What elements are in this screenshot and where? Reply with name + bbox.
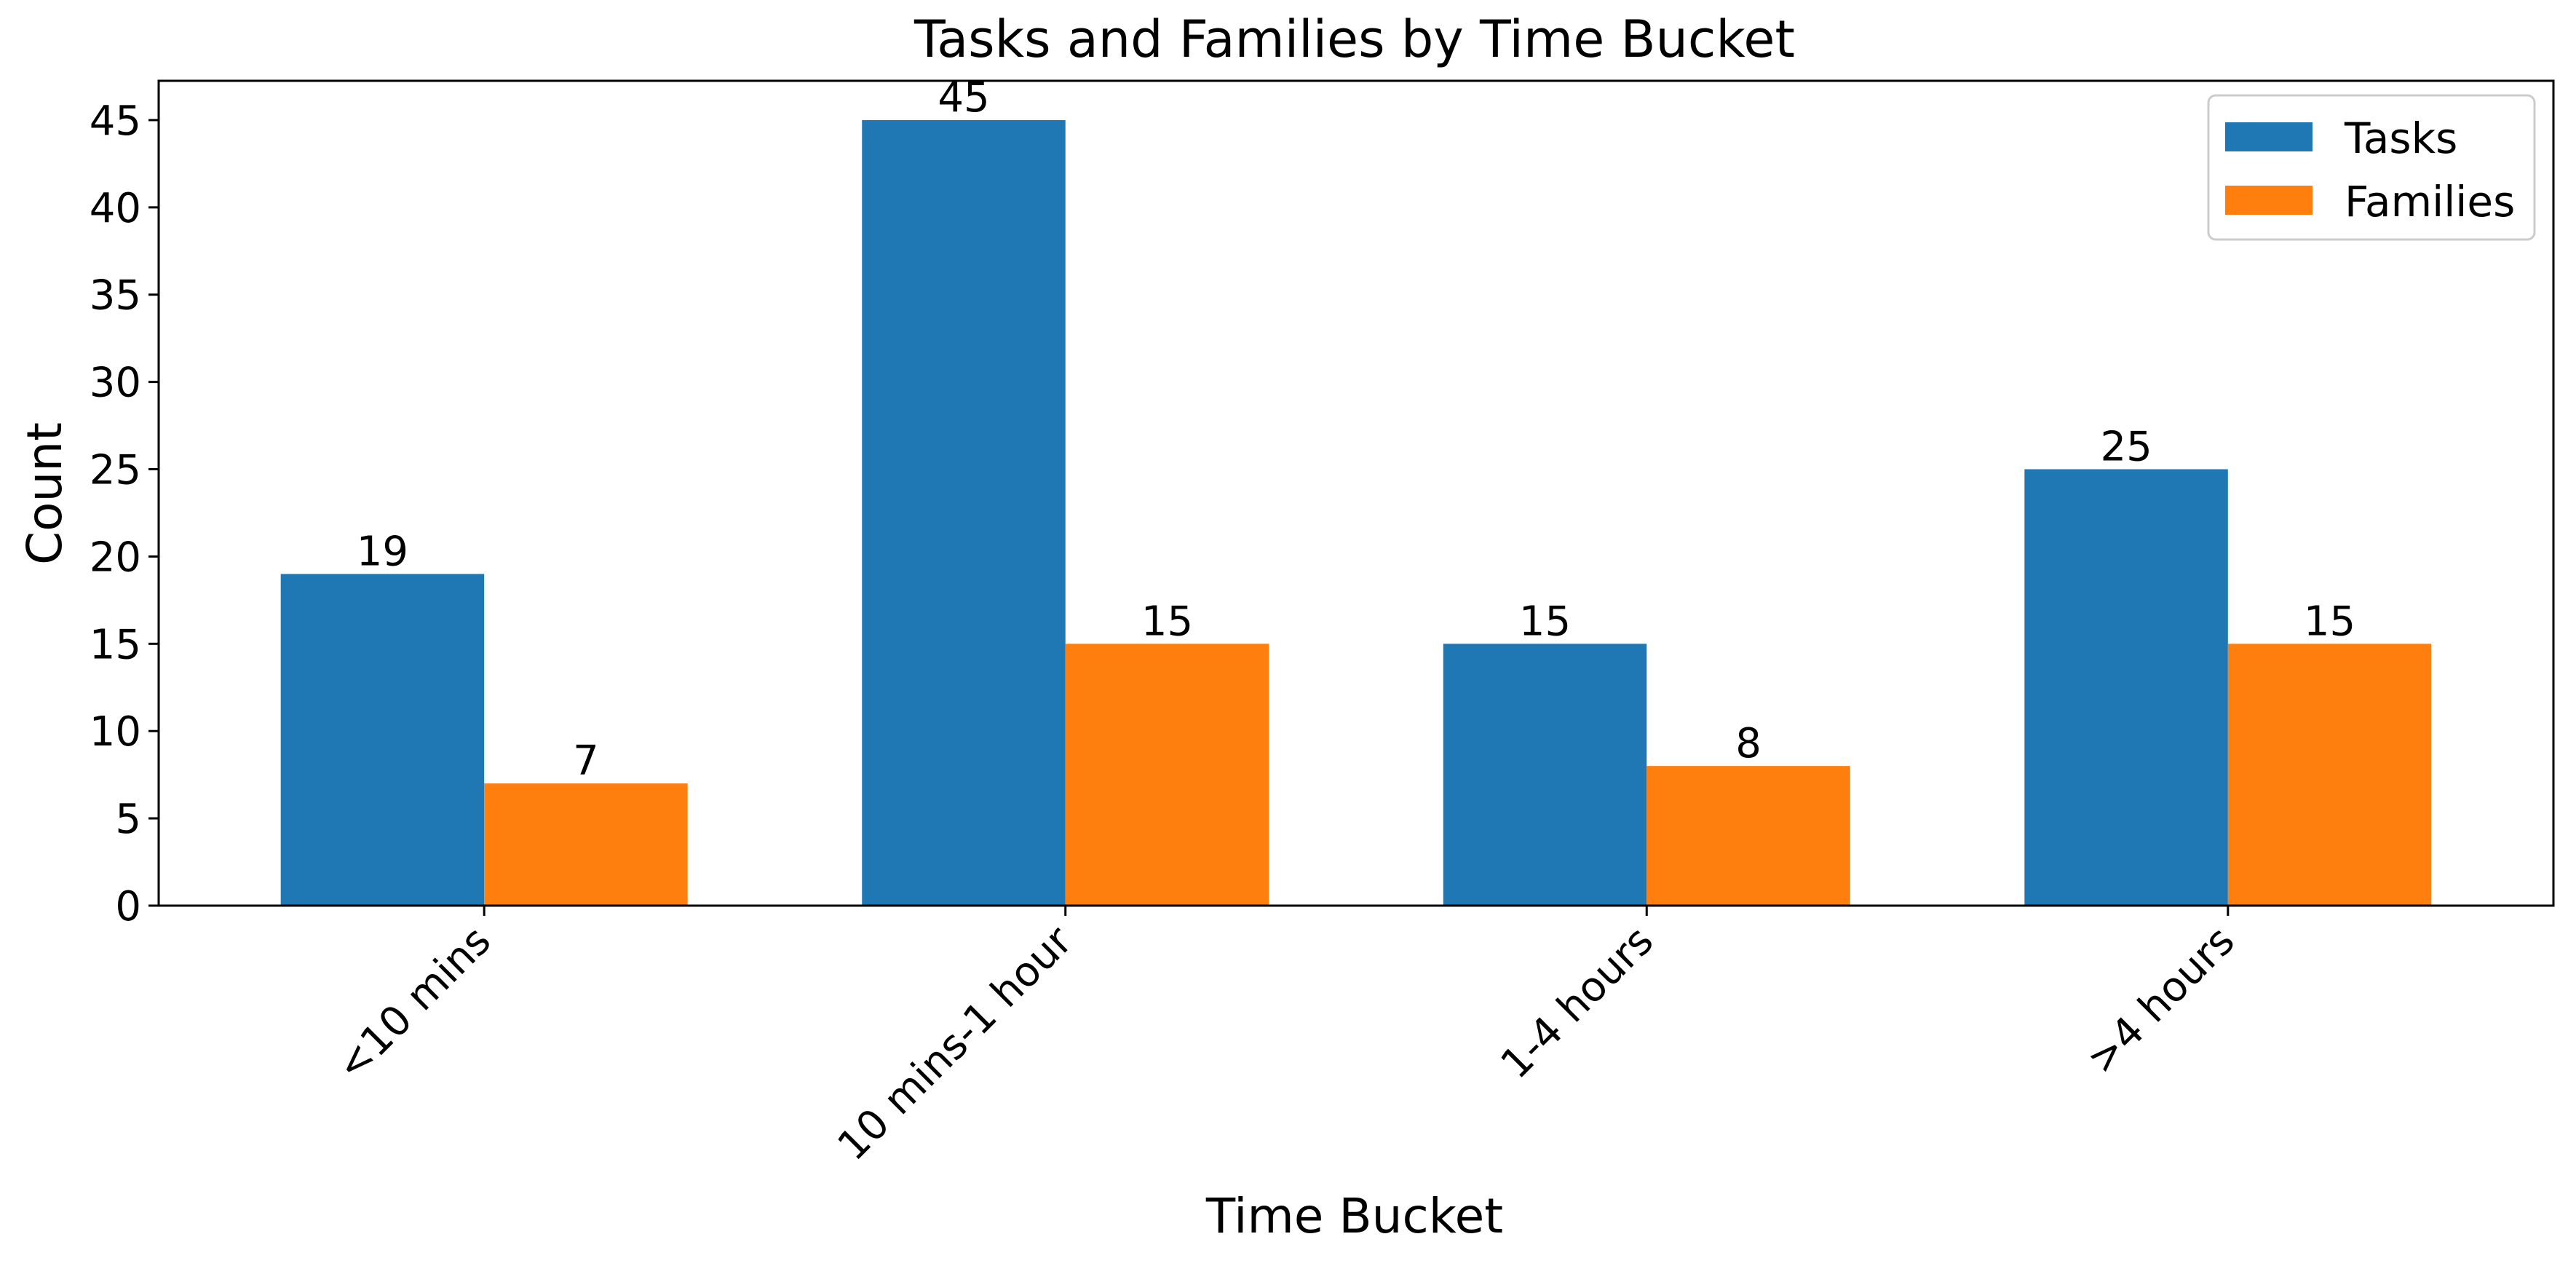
legend-swatch-families — [2225, 186, 2313, 215]
data-label: 25 — [2100, 424, 2152, 471]
x-axis-title: Time Bucket — [1205, 1188, 1503, 1244]
legend-swatch-tasks — [2225, 122, 2313, 151]
bar-families-3 — [2227, 644, 2432, 906]
x-tick-label: 1-4 hours — [1492, 917, 1663, 1088]
x-tick-label: <10 mins — [328, 917, 500, 1090]
bar-families-2 — [1646, 766, 1850, 906]
bar-tasks-1 — [862, 119, 1066, 906]
data-label: 15 — [1519, 598, 1571, 645]
bar-families-1 — [1065, 644, 1269, 906]
bar-tasks-0 — [280, 574, 485, 906]
y-tick-label: 0 — [115, 883, 141, 930]
chart-title: Tasks and Families by Time Bucket — [914, 9, 1795, 69]
data-label: 15 — [1141, 598, 1193, 645]
bar-tasks-2 — [1443, 644, 1647, 906]
data-labels: 19 45 15 25 7 15 8 15 — [357, 74, 2355, 785]
data-label: 45 — [938, 74, 989, 122]
y-tick-label: 5 — [115, 796, 141, 843]
bars — [280, 119, 2432, 906]
y-axis-ticks: 0 5 10 15 20 25 30 35 40 45 — [90, 98, 159, 930]
y-tick-label: 35 — [90, 272, 141, 320]
data-label: 7 — [573, 737, 599, 785]
x-tick-label: >4 hours — [2077, 917, 2243, 1083]
y-tick-label: 40 — [90, 185, 141, 232]
y-tick-label: 15 — [90, 621, 141, 668]
data-label: 8 — [1735, 720, 1761, 767]
legend-label-tasks: Tasks — [2344, 114, 2457, 163]
x-tick-label: 10 mins-1 hour — [829, 917, 1082, 1170]
data-label: 15 — [2304, 598, 2355, 645]
y-tick-label: 45 — [90, 98, 141, 145]
data-label: 19 — [357, 528, 408, 575]
legend-label-families: Families — [2345, 177, 2515, 226]
y-axis-title: Count — [17, 422, 73, 565]
bar-families-0 — [484, 783, 688, 906]
legend: Tasks Families — [2207, 94, 2536, 241]
y-tick-label: 10 — [90, 708, 141, 756]
y-tick-label: 30 — [90, 360, 141, 407]
bar-tasks-3 — [2024, 469, 2228, 906]
x-axis-ticks: <10 mins 10 mins-1 hour 1-4 hours >4 hours — [328, 906, 2244, 1170]
plot-area — [157, 79, 2555, 907]
y-tick-label: 25 — [90, 447, 141, 494]
y-tick-label: 20 — [90, 534, 141, 581]
